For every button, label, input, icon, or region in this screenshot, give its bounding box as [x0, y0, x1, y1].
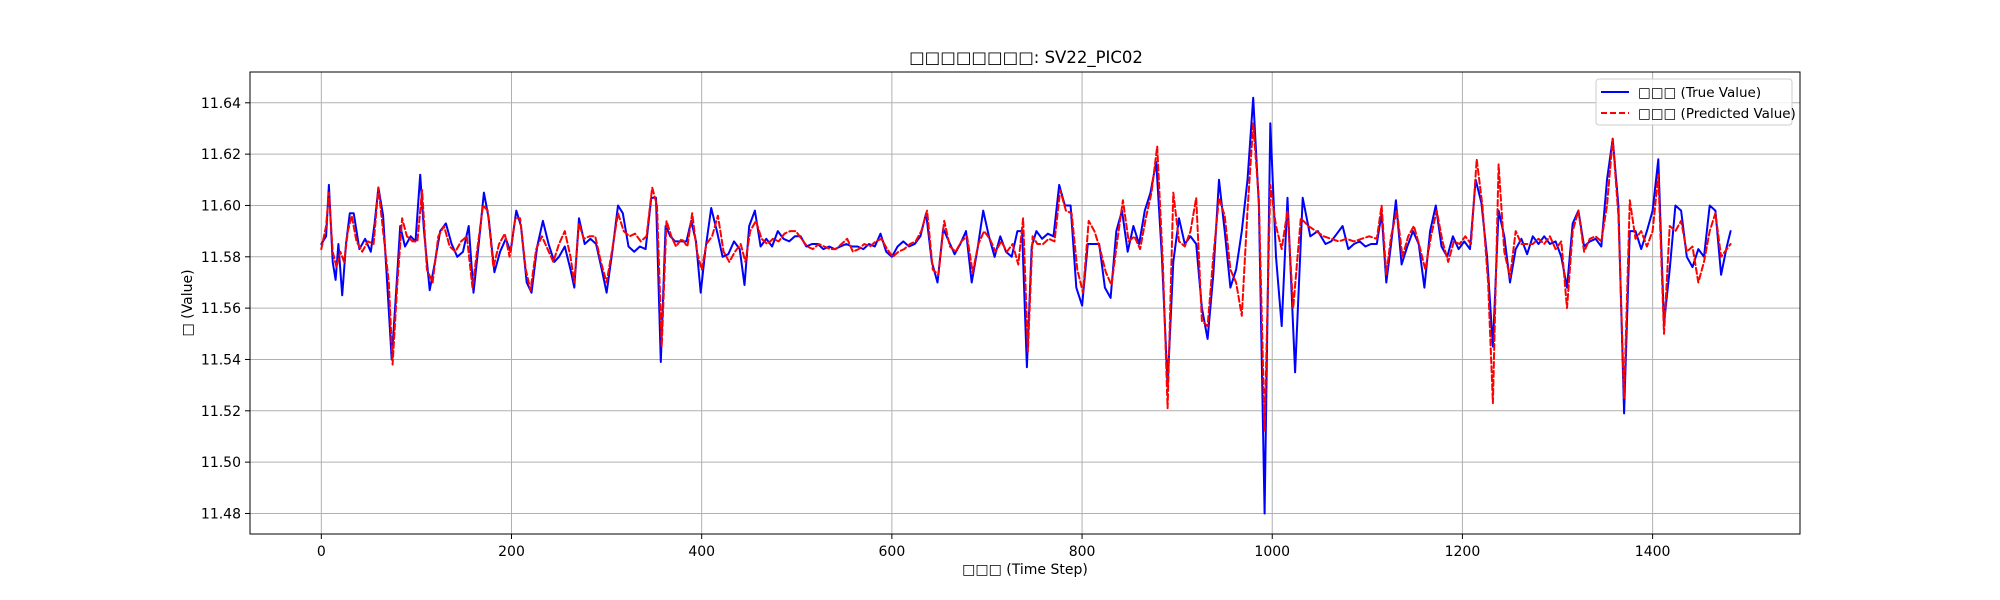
y-tick-label: 11.48: [201, 506, 241, 522]
series-line-predicted-value: [320, 122, 1732, 433]
y-axis-label: □ (Value): [180, 269, 196, 336]
legend-label-predicted-value: □□□ (Predicted Value): [1638, 106, 1796, 122]
x-axis: 0 200 400 600 800 1000 1200 1400: [317, 534, 1671, 560]
x-tick-label: 200: [498, 544, 525, 560]
y-tick-label: 11.58: [201, 250, 241, 266]
x-axis-label: □□□ (Time Step): [962, 562, 1088, 578]
y-tick-label: 11.54: [201, 352, 241, 368]
x-tick-label: 400: [688, 544, 715, 560]
x-tick-label: 0: [317, 544, 326, 560]
legend-box: [1595, 78, 1793, 126]
y-tick-label: 11.62: [201, 147, 241, 163]
legend: □□□ (True Value) □□□ (Predicted Value): [1595, 78, 1796, 126]
y-tick-label: 11.50: [201, 455, 241, 471]
y-tick-label: 11.52: [201, 404, 241, 420]
plot-frame: [249, 71, 1801, 535]
x-tick-label: 600: [879, 544, 906, 560]
legend-label-true-value: □□□ (True Value): [1638, 85, 1761, 101]
series-layer: [320, 96, 1732, 515]
y-tick-label: 11.64: [201, 96, 241, 112]
x-tick-label: 1200: [1445, 544, 1481, 560]
chart-title: □□□□□□□□: SV22_PIC02: [909, 48, 1143, 68]
x-tick-label: 1400: [1635, 544, 1671, 560]
y-axis: 11.48 11.50 11.52 11.54 11.56 11.58 11.60 11.62…: [201, 96, 250, 522]
x-tick-label: 1000: [1254, 544, 1290, 560]
x-tick-label: 800: [1069, 544, 1096, 560]
y-tick-label: 11.60: [201, 198, 241, 214]
y-tick-label: 11.56: [201, 301, 241, 317]
